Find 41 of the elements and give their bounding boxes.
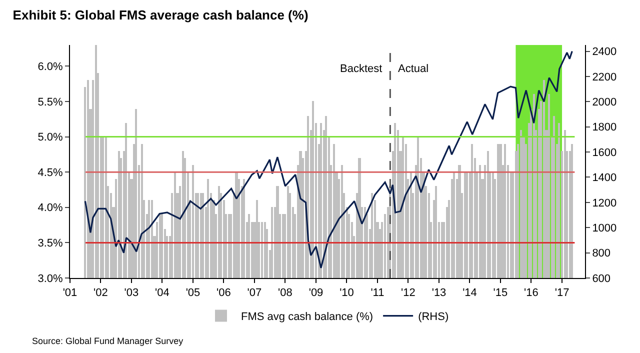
x-tick-label: '15 <box>493 287 508 300</box>
y-tick-label: 4.5% <box>38 166 64 179</box>
x-tick-label: '12 <box>401 287 416 300</box>
y-tick-label: 3.5% <box>38 238 64 250</box>
x-tick-label: '04 <box>155 287 170 300</box>
x-tick-label: '08 <box>278 287 292 300</box>
y2-tick-label: 2000 <box>592 96 617 109</box>
x-tick-label: '14 <box>462 287 477 300</box>
y2-tick-label: 2200 <box>592 71 617 84</box>
y-tick-label: 3.0% <box>38 272 64 285</box>
y2-tick-label: 600 <box>592 272 611 285</box>
x-tick-label: '06 <box>216 287 231 300</box>
y2-tick-label: 1400 <box>592 172 617 184</box>
line-series <box>84 50 573 269</box>
chart-title: Exhibit 5: Global FMS average cash balance (%) <box>12 8 308 23</box>
legend-label: FMS avg cash balance (%) <box>241 311 374 324</box>
source-note: Source: Global Fund Manager Survey <box>32 336 184 346</box>
y-tick-label: 4.0% <box>38 202 64 214</box>
annotation: Actual <box>398 63 429 75</box>
y-tick-label: 5.5% <box>38 96 64 108</box>
x-tick-label: '01 <box>62 287 78 300</box>
y2-tick-label: 1200 <box>592 197 617 210</box>
x-tick-label: '02 <box>94 287 108 300</box>
y2-tick-label: 1000 <box>592 222 617 234</box>
y2-tick-label: 800 <box>592 248 611 260</box>
x-tick-label: '05 <box>186 287 200 300</box>
x-tick-label: '07 <box>247 287 262 300</box>
legend-label: (RHS) <box>418 311 449 324</box>
y-tick-label: 6.0% <box>38 61 64 74</box>
annotation: Backtest <box>340 63 382 75</box>
y2-tick-label: 1600 <box>592 146 617 159</box>
x-tick-label: '17 <box>554 287 570 300</box>
x-tick-label: '09 <box>308 287 324 300</box>
x-tick-label: '13 <box>432 287 446 300</box>
x-tick-label: '03 <box>124 287 139 300</box>
x-tick-label: '10 <box>340 287 354 300</box>
x-tick-label: '16 <box>524 287 538 300</box>
y2-tick-label: 2400 <box>592 46 617 58</box>
x-tick-label: '11 <box>370 287 384 300</box>
y-tick-label: 5.0% <box>38 132 64 144</box>
y2-tick-label: 1800 <box>592 122 617 134</box>
